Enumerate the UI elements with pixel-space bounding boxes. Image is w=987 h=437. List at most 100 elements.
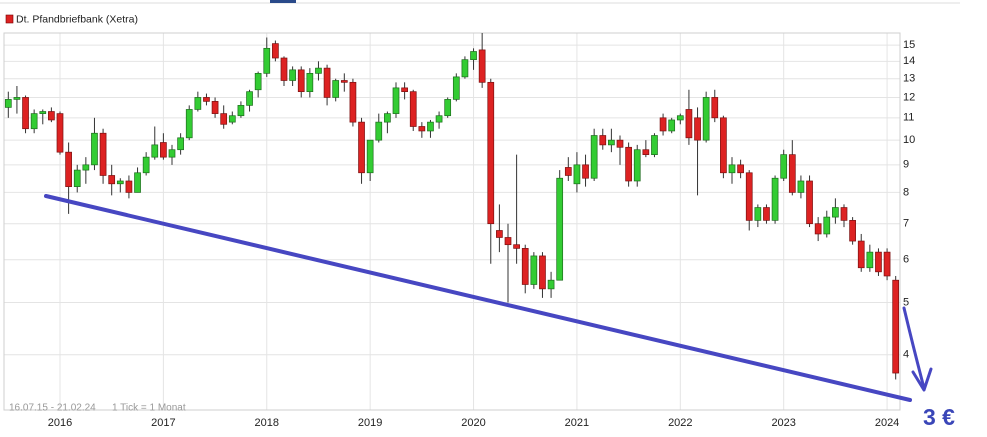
footnote-tick: 1 Tick = 1 Monat	[112, 403, 186, 414]
candle-body	[99, 132, 107, 176]
candle-body	[530, 255, 538, 285]
candle-body	[211, 101, 219, 114]
candle-body	[720, 117, 727, 174]
candle-body	[203, 97, 210, 102]
candle-body	[849, 220, 856, 242]
candle-body	[4, 99, 12, 108]
candle-body	[73, 169, 81, 187]
x-tick-label: 2021	[565, 417, 589, 429]
candle-body	[125, 180, 133, 193]
candle-body	[608, 139, 615, 146]
x-tick-label: 2023	[771, 417, 795, 429]
candles	[4, 33, 900, 380]
candle-body	[168, 149, 176, 158]
candle-body	[366, 139, 374, 174]
trend-line	[44, 194, 912, 402]
footnote-range: 16.07.15 - 21.02.24	[9, 403, 96, 414]
top-tab	[270, 0, 296, 3]
candle-body	[892, 279, 900, 374]
candle-body	[289, 69, 296, 81]
y-tick-label: 10	[903, 134, 915, 146]
candle-body	[556, 177, 564, 281]
x-tick-label: 2019	[358, 417, 382, 429]
candle-body	[427, 121, 434, 132]
candle-body	[694, 117, 701, 141]
candle-body	[496, 230, 503, 238]
candle-body	[48, 111, 55, 121]
candle-body	[340, 80, 348, 83]
candle-body	[616, 139, 624, 148]
candle-body	[461, 59, 469, 78]
candle-body	[306, 72, 314, 93]
y-tick-label: 5	[903, 296, 909, 308]
candle-body	[134, 172, 141, 193]
y-tick-label: 6	[903, 254, 909, 266]
candle-body	[866, 251, 874, 269]
candle-body	[108, 175, 116, 185]
candle-body	[582, 164, 589, 179]
candle-body	[728, 164, 736, 174]
candle-body	[280, 57, 288, 81]
candle-body	[91, 132, 98, 166]
y-tick-label: 8	[903, 186, 909, 198]
candle-body	[788, 154, 796, 193]
candle-body	[771, 177, 779, 221]
candle-body	[711, 97, 719, 119]
x-tick-label: 2018	[255, 417, 279, 429]
candle-body	[754, 207, 762, 221]
candle-body	[883, 251, 891, 277]
plot-frame	[3, 32, 901, 411]
candle-body	[323, 67, 331, 98]
candle-body	[564, 167, 572, 176]
candle-body	[823, 216, 831, 235]
candle-body	[814, 223, 822, 235]
candle-body	[392, 87, 400, 114]
candle-body	[185, 109, 193, 139]
candle-body	[470, 51, 477, 61]
y-tick-label: 7	[903, 218, 909, 230]
y-tick-label: 13	[903, 73, 915, 85]
candle-body	[409, 91, 417, 127]
candle-body	[521, 248, 529, 285]
candle-body	[177, 137, 184, 151]
candle-body	[220, 113, 228, 125]
y-tick-label: 14	[903, 55, 915, 67]
candle-body	[375, 121, 383, 141]
x-tick-label: 2020	[461, 417, 485, 429]
candle-body	[160, 142, 167, 158]
candle-body	[642, 149, 650, 155]
candle-body	[315, 67, 322, 74]
candle-body	[633, 149, 641, 182]
candle-body	[651, 135, 658, 155]
candle-body	[56, 113, 64, 153]
candle-body	[254, 72, 262, 91]
candle-body	[452, 76, 460, 100]
candle-body	[702, 97, 710, 141]
candle-body	[435, 115, 443, 123]
candle-body	[763, 207, 770, 221]
legend-swatch	[5, 14, 14, 24]
candle-body	[13, 97, 21, 100]
candle-body	[840, 207, 848, 221]
candle-body	[676, 115, 684, 121]
grid	[4, 33, 900, 410]
candle-body	[22, 97, 29, 130]
candle-body	[142, 156, 150, 174]
candle-body	[444, 99, 452, 117]
candle-body	[797, 180, 805, 193]
candle-body	[194, 97, 202, 110]
candle-body	[39, 111, 47, 114]
candle-body	[875, 251, 882, 273]
candle-body	[547, 279, 555, 290]
candle-body	[832, 207, 839, 218]
x-tick-label: 2017	[151, 417, 175, 429]
candle-body	[65, 151, 72, 187]
candle-body	[332, 80, 340, 98]
candle-body	[401, 87, 408, 93]
candle-body	[384, 113, 391, 123]
x-tick-label: 2022	[668, 417, 692, 429]
candle-body	[349, 81, 357, 123]
candle-body	[237, 105, 245, 117]
candle-body	[737, 164, 744, 174]
